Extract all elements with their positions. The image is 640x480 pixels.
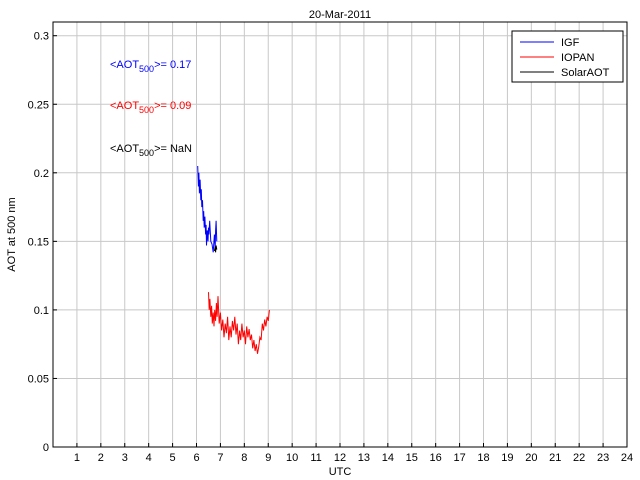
x-tick-label: 22 [573,452,585,464]
x-tick-label: 16 [430,452,442,464]
x-tick-label: 18 [477,452,489,464]
mean-aot-annotation: <AOT500>= NaN [110,143,192,158]
x-tick-label: 3 [122,452,128,464]
y-tick-label: 0.1 [34,305,49,317]
legend-label: SolarAOT [561,67,610,79]
legend: IGF IOPAN SolarAOT [511,30,624,83]
y-tick-label: 0.05 [28,373,49,385]
mean-aot-annotations: <AOT500>= 0.17 <AOT500>= 0.09 <AOT500>= Na… [110,59,192,158]
x-tick-label: 4 [146,452,152,464]
x-tick-label: 6 [193,452,199,464]
x-tick-label: 10 [286,452,298,464]
series-line-iopan [208,292,270,354]
x-axis-label: UTC [329,466,352,478]
x-tick-label: 23 [597,452,609,464]
grid [53,22,627,447]
series-line-solaraot [213,245,218,253]
x-tick-label: 19 [501,452,513,464]
mean-aot-annotation: <AOT500>= 0.09 [110,100,191,115]
legend-label: IGF [561,37,580,49]
legend-label: IOPAN [561,52,594,64]
x-tick-label: 24 [621,452,633,464]
y-tick-label: 0.2 [34,168,49,180]
mean-aot-annotation: <AOT500>= 0.17 [110,59,191,74]
x-tick-label: 14 [382,452,394,464]
y-axis-label: AOT at 500 nm [6,197,18,271]
y-tick-label: 0.3 [34,31,49,43]
axis-ticks: 1 2 3 4 5 6 7 8 9 10 11 12 13 14 15 16 17 18 19 20 21 22 23 240… [28,31,634,464]
y-tick-label: 0 [43,442,49,454]
y-tick-label: 0.15 [28,236,49,248]
x-tick-label: 15 [406,452,418,464]
y-tick-label: 0.25 [28,99,49,111]
x-tick-label: 17 [453,452,465,464]
x-tick-label: 1 [74,452,80,464]
x-tick-label: 7 [217,452,223,464]
x-tick-label: 2 [98,452,104,464]
series-line-igf [197,165,218,253]
x-tick-label: 12 [334,452,346,464]
x-tick-label: 5 [170,452,176,464]
x-tick-label: 11 [310,452,321,464]
x-tick-label: 9 [265,452,271,464]
x-tick-label: 20 [525,452,537,464]
chart-title: 20-Mar-2011 [309,9,371,21]
x-tick-label: 8 [241,452,247,464]
x-tick-label: 21 [549,452,561,464]
series-layer [197,165,270,354]
x-tick-label: 13 [358,452,370,464]
